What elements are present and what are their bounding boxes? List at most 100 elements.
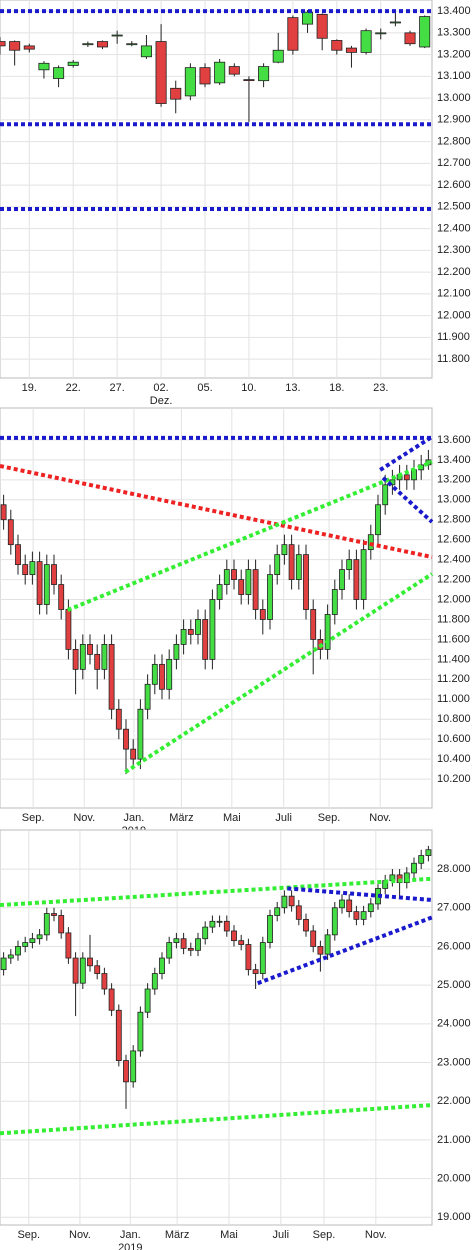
candle-body bbox=[419, 16, 431, 48]
candle-body bbox=[228, 66, 240, 75]
candle-body bbox=[274, 907, 281, 916]
candle-body bbox=[267, 574, 273, 620]
candle-body bbox=[7, 954, 14, 959]
y-tick-label: 28.000 bbox=[437, 863, 471, 875]
candle-body bbox=[51, 913, 57, 916]
x-tick-label: Sep. bbox=[17, 1229, 40, 1241]
x-sub-label: Dez. bbox=[150, 395, 173, 407]
candle-body bbox=[353, 559, 360, 600]
y-tick-label: 12.900 bbox=[437, 114, 471, 126]
candle-body bbox=[195, 938, 201, 951]
candle-body bbox=[94, 965, 101, 974]
candle-body bbox=[180, 938, 187, 949]
candle-body bbox=[7, 519, 14, 546]
candle-body bbox=[170, 87, 182, 100]
candle-body bbox=[72, 648, 79, 670]
y-tick-label: 13.200 bbox=[437, 474, 471, 486]
trend-line bbox=[287, 886, 433, 903]
candle-body bbox=[79, 957, 86, 984]
y-tick-label: 19.000 bbox=[437, 1211, 471, 1223]
plot-area bbox=[0, 407, 433, 809]
candle-body bbox=[130, 748, 137, 760]
y-tick-label: 12.000 bbox=[437, 593, 471, 605]
candle-body bbox=[115, 1009, 122, 1061]
candle-body bbox=[202, 926, 209, 940]
candle-body bbox=[22, 942, 29, 947]
candle-body bbox=[267, 915, 273, 943]
y-tick-label: 10.600 bbox=[437, 733, 471, 745]
candle-body bbox=[216, 920, 223, 923]
x-tick-label: Sep. bbox=[313, 1229, 336, 1241]
x-tick-label: 22. bbox=[66, 382, 81, 394]
x-tick-label: Jan. bbox=[120, 1229, 141, 1241]
plot-area bbox=[0, 0, 433, 379]
trend-line bbox=[257, 915, 433, 986]
candle-body bbox=[79, 644, 86, 670]
y-tick-label: 12.800 bbox=[437, 135, 471, 147]
candle-body bbox=[360, 911, 367, 920]
candle-body bbox=[0, 504, 7, 521]
candle-body bbox=[43, 564, 50, 605]
candle-body bbox=[58, 915, 65, 934]
candle-body bbox=[389, 21, 401, 24]
y-tick-label: 11.800 bbox=[437, 613, 470, 625]
candle-body bbox=[87, 957, 93, 967]
candle-body bbox=[195, 619, 201, 635]
candle-body bbox=[0, 41, 6, 47]
candle-body bbox=[281, 895, 288, 909]
y-tick-label: 11.600 bbox=[437, 633, 470, 645]
candle-body bbox=[23, 45, 35, 50]
x-tick-label: März bbox=[165, 1229, 189, 1241]
x-tick-label: 23. bbox=[373, 382, 388, 394]
y-tick-label: 22.000 bbox=[437, 1095, 471, 1107]
y-tick-label: 21.000 bbox=[437, 1134, 471, 1146]
x-tick-label: Nov. bbox=[369, 812, 391, 824]
candle-body bbox=[287, 17, 299, 51]
y-tick-label: 13.100 bbox=[437, 70, 471, 82]
candle-body bbox=[173, 644, 180, 660]
x-tick-label: 13. bbox=[285, 382, 300, 394]
y-tick-label: 13.000 bbox=[437, 92, 471, 104]
candle-body bbox=[259, 942, 266, 974]
candle-body bbox=[360, 549, 367, 600]
y-tick-label: 25.000 bbox=[437, 979, 471, 991]
candle-body bbox=[101, 644, 108, 670]
x-tick-label: März bbox=[169, 812, 193, 824]
candle-body bbox=[353, 911, 360, 920]
trend-line bbox=[124, 572, 434, 774]
y-tick-label: 12.300 bbox=[437, 244, 471, 256]
trend-line bbox=[0, 463, 433, 559]
candle-body bbox=[111, 34, 123, 37]
y-tick-label: 27.000 bbox=[437, 902, 471, 914]
candle-body bbox=[51, 564, 57, 585]
x-tick-label: 02. bbox=[153, 382, 168, 394]
candle-body bbox=[216, 584, 223, 600]
y-tick-label: 13.400 bbox=[437, 454, 471, 466]
candle-body bbox=[331, 40, 343, 51]
candle-body bbox=[166, 658, 173, 690]
candle-body bbox=[288, 895, 295, 907]
candle-body bbox=[382, 484, 389, 506]
y-tick-label: 12.600 bbox=[437, 179, 471, 191]
candle-body bbox=[123, 728, 129, 750]
candle-body bbox=[96, 41, 109, 48]
x-tick-label: Jan. bbox=[124, 812, 145, 824]
candle-body bbox=[159, 957, 165, 974]
candle-body bbox=[295, 554, 302, 580]
y-tick-label: 23.000 bbox=[437, 1056, 471, 1068]
candle-body bbox=[295, 905, 302, 920]
candle-body bbox=[303, 554, 309, 610]
candle-body bbox=[345, 47, 357, 53]
candle-body bbox=[36, 934, 43, 940]
candle-body bbox=[331, 907, 338, 936]
candle-body bbox=[187, 629, 194, 635]
candle-body bbox=[101, 973, 108, 990]
candle-body bbox=[209, 920, 216, 928]
y-tick-label: 12.400 bbox=[437, 554, 471, 566]
candle-body bbox=[29, 561, 36, 575]
plot-area bbox=[0, 829, 433, 1226]
x-tick-label: Nov. bbox=[365, 1229, 387, 1241]
candle-body bbox=[310, 609, 317, 640]
y-tick-label: 24.000 bbox=[437, 1018, 471, 1030]
